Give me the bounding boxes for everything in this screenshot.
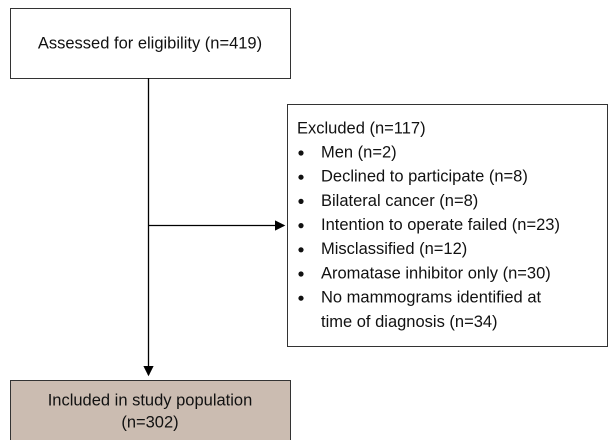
- excluded-title: Excluded (n=117): [297, 119, 426, 137]
- included-label: (n=302): [121, 413, 178, 431]
- included-label: Included in study population: [48, 391, 253, 409]
- bullet: [298, 295, 304, 301]
- assessed-label: Assessed for eligibility (n=419): [38, 34, 262, 52]
- excluded-item: Declined to participate (n=8): [321, 168, 528, 186]
- excluded-item: Intention to operate failed (n=23): [321, 216, 560, 234]
- bullet: [298, 223, 304, 229]
- bullet: [298, 271, 304, 277]
- excluded-box: [287, 104, 608, 347]
- excluded-item: Bilateral cancer (n=8): [321, 192, 478, 210]
- bullet: [298, 150, 304, 156]
- bullet: [298, 198, 304, 204]
- excluded-item: Aromatase inhibitor only (n=30): [321, 264, 551, 282]
- bullet: [298, 247, 304, 253]
- excluded-item: No mammograms identified at: [321, 289, 541, 307]
- excluded-item: Misclassified (n=12): [321, 240, 467, 258]
- bullet: [298, 174, 304, 180]
- excluded-item: Men (n=2): [321, 143, 397, 161]
- excluded-item: time of diagnosis (n=34): [321, 313, 498, 331]
- included-box: [10, 380, 291, 443]
- assessed-box: [10, 8, 291, 79]
